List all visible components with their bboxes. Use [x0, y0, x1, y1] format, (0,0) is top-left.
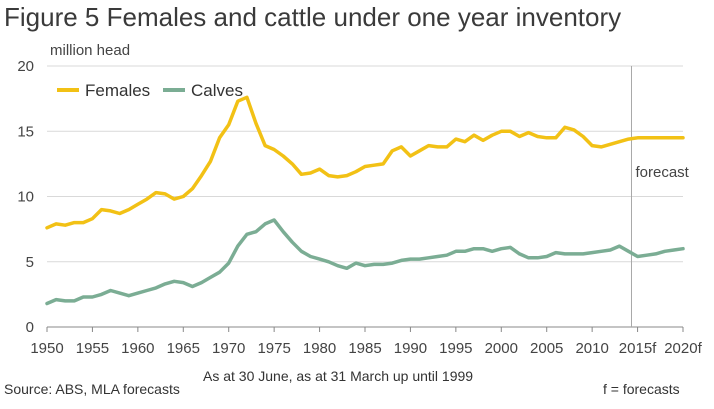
x-tick-label: 1985	[348, 340, 381, 357]
series-line-females	[45, 95, 685, 230]
y-axis-label: million head	[50, 42, 130, 59]
chart-title: Figure 5 Females and cattle under one ye…	[4, 2, 622, 32]
forecast-label: forecast	[635, 164, 689, 181]
x-tick-label: 1955	[76, 340, 109, 357]
gridlines	[47, 65, 683, 328]
y-axis-ticks: 0 5 10 15 20	[17, 58, 34, 336]
x-tick-label: 1970	[212, 340, 245, 357]
x-tick-label: 2000	[485, 340, 518, 357]
x-tick-label: 2020f	[664, 340, 702, 357]
y-tick-label: 20	[17, 58, 34, 75]
series-lines	[45, 95, 685, 306]
forecast-footnote: f = forecasts	[603, 381, 680, 397]
x-axis-ticks: 1950 1955 1960 1965 1970 1975 1980 1985 1990 1995…	[30, 327, 703, 357]
legend-label-females: Females	[85, 81, 150, 100]
x-tick-label: 1960	[121, 340, 154, 357]
series-line-calves	[45, 218, 685, 306]
x-tick-label: 2005	[530, 340, 563, 357]
y-tick-label: 10	[17, 189, 34, 206]
legend: Females Calves	[57, 81, 243, 100]
legend-label-calves: Calves	[191, 81, 243, 100]
y-tick-label: 5	[26, 254, 34, 271]
x-tick-label: 2010	[575, 340, 608, 357]
source-note: Source: ABS, MLA forecasts	[4, 381, 180, 397]
x-tick-label: 1950	[30, 340, 63, 357]
x-tick-label: 1965	[167, 340, 200, 357]
x-tick-label: 1990	[394, 340, 427, 357]
y-tick-label: 15	[17, 123, 34, 140]
x-tick-label: 1975	[257, 340, 290, 357]
y-tick-label: 0	[26, 319, 34, 336]
x-tick-label: 1980	[303, 340, 336, 357]
x-tick-label: 2015f	[619, 340, 657, 357]
x-tick-label: 1995	[439, 340, 472, 357]
x-axis-label: As at 30 June, as at 31 March up until 1…	[203, 368, 474, 384]
